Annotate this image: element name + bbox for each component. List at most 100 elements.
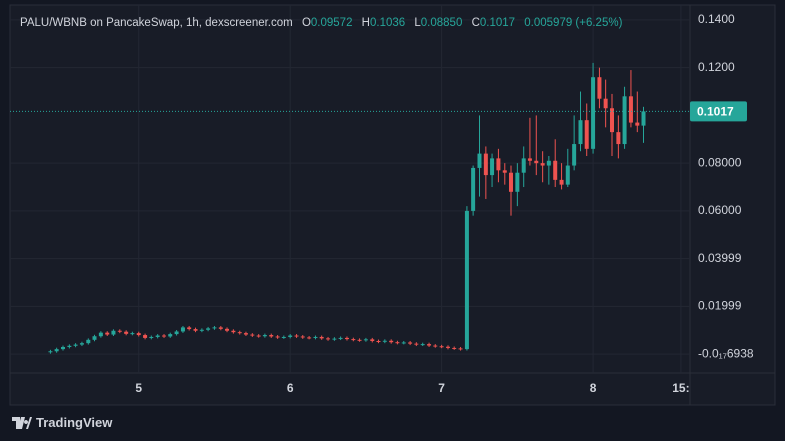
- candle-body: [370, 339, 375, 342]
- candle-body: [408, 342, 413, 344]
- candle-body: [635, 122, 640, 126]
- candle-body: [628, 96, 633, 123]
- last-price-tag: [690, 101, 747, 122]
- close-key: C: [471, 17, 480, 29]
- x-tick-label: 5: [135, 381, 142, 395]
- candle-body: [231, 330, 236, 333]
- last-price-label: 0.1017: [697, 105, 734, 119]
- candle-body: [414, 343, 419, 345]
- candle-body: [326, 338, 331, 340]
- y-tick-label: 0.03999: [698, 251, 742, 265]
- candle-body: [603, 98, 608, 109]
- candle-body: [86, 339, 91, 344]
- candle-body: [477, 153, 482, 168]
- candle-body: [143, 335, 148, 338]
- candle-body: [439, 346, 444, 348]
- candle-body: [527, 158, 532, 161]
- candle-body: [174, 331, 179, 335]
- candle-body: [508, 172, 513, 192]
- low-key: L: [414, 17, 421, 29]
- candle-body: [206, 328, 211, 330]
- y-tick-label: 0.1400: [698, 12, 735, 26]
- open-key: O: [301, 17, 311, 29]
- candle-body: [433, 345, 438, 347]
- candle-body: [332, 338, 337, 340]
- candle-body: [553, 160, 558, 180]
- candle-body: [502, 170, 507, 173]
- candle-body: [363, 339, 368, 341]
- low-value: 0.08850: [420, 17, 463, 29]
- candle-body: [180, 327, 185, 332]
- candles: [48, 62, 646, 354]
- candle-body: [319, 336, 324, 339]
- candle-body: [351, 339, 356, 341]
- high-value: 0.1036: [369, 17, 406, 29]
- candle-body: [622, 96, 627, 145]
- x-tick-label: 8: [590, 381, 597, 395]
- candle-body: [616, 132, 621, 145]
- candle-body: [559, 179, 564, 185]
- branding[interactable]: TradingView: [12, 415, 112, 430]
- candle-body: [464, 210, 469, 350]
- brand-name: TradingView: [36, 415, 113, 430]
- candle-body: [420, 344, 425, 346]
- candle-body: [105, 332, 110, 335]
- x-tick-label: 6: [287, 381, 294, 395]
- chart-panel: [9, 4, 776, 406]
- candle-body: [130, 333, 135, 335]
- candle-body: [382, 340, 387, 342]
- y-tick-label: 0.01999: [698, 299, 742, 313]
- candle-body: [641, 111, 646, 126]
- candle-body: [458, 348, 463, 350]
- candle-body: [534, 160, 539, 164]
- candle-body: [389, 340, 394, 343]
- candle-body: [237, 332, 242, 334]
- candle-body: [225, 328, 230, 331]
- y-tick-label: 0.08000: [698, 155, 742, 169]
- candle-body: [155, 335, 160, 337]
- candle-body: [584, 120, 589, 149]
- candle-body: [565, 165, 570, 185]
- open-value: 0.09572: [310, 17, 353, 29]
- candle-body: [54, 349, 59, 352]
- candle-body: [597, 77, 602, 99]
- y-tick-label: 0.06000: [698, 203, 742, 217]
- x-tick-label: 15:: [672, 381, 689, 395]
- high-key: H: [361, 17, 370, 29]
- candle-body: [471, 167, 476, 211]
- candle-body: [376, 341, 381, 343]
- candle-body: [610, 108, 615, 133]
- candle-body: [193, 329, 198, 331]
- candle-body: [92, 336, 97, 340]
- legend: PALU/WBNB on PancakeSwap, 1h, dexscreene…: [20, 17, 622, 29]
- candle-body: [338, 337, 343, 339]
- axes: -0.0₁₇6938 0.01999 0.03999 0.06000 0.08000 0.…: [10, 12, 754, 395]
- change: 0.005979 (+6.25%): [524, 17, 623, 29]
- candle-body: [262, 335, 267, 337]
- candle-body: [218, 327, 223, 329]
- candle-body: [73, 344, 78, 346]
- candle-body: [212, 327, 217, 329]
- x-tick-label: 7: [438, 381, 445, 395]
- candle-body: [187, 327, 192, 330]
- candle-body: [136, 333, 141, 336]
- logo: [12, 416, 32, 429]
- candle-body: [307, 337, 312, 339]
- candle-body: [452, 347, 457, 349]
- candle-body: [288, 335, 293, 337]
- candle-body: [117, 330, 122, 332]
- candle-body: [256, 335, 261, 337]
- candle-body: [281, 336, 286, 338]
- candle-body: [515, 172, 520, 192]
- candle-body: [521, 158, 526, 173]
- candle-body: [483, 153, 488, 176]
- candle-body: [48, 351, 53, 353]
- candle-body: [61, 346, 66, 350]
- symbol: PALU/WBNB on PancakeSwap, 1h, dexscreene…: [20, 17, 293, 29]
- y-tick-label: 0.1200: [698, 60, 735, 74]
- candle-body: [294, 335, 299, 337]
- candle-body: [401, 342, 406, 344]
- candle-body: [546, 160, 551, 166]
